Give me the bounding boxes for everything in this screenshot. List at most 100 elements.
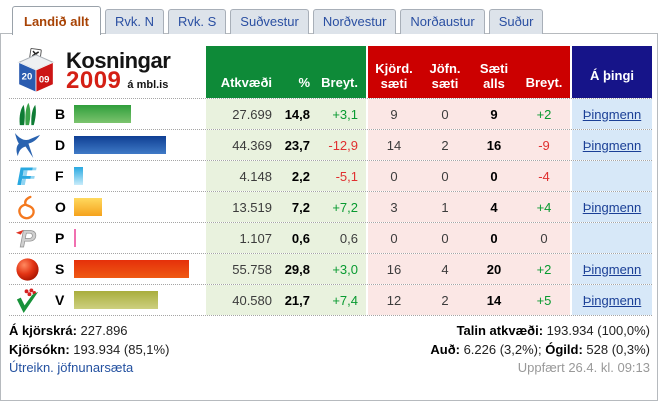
party-vote-bar bbox=[74, 260, 189, 278]
table-row: P P 1.107 0,6 0,6 0 0 0 0 bbox=[9, 223, 652, 254]
parliament-cell bbox=[572, 223, 652, 253]
vinstri-graen-logo bbox=[12, 286, 42, 314]
votes-value: 44.369 bbox=[206, 130, 278, 160]
seats-change-value: +2 bbox=[518, 254, 570, 284]
percent-change-value: +3,0 bbox=[320, 254, 366, 284]
thingmenn-link[interactable]: Þingmenn bbox=[582, 261, 642, 277]
seats-change-value: +2 bbox=[518, 99, 570, 129]
district-seats-value: 9 bbox=[368, 99, 420, 129]
percent-value: 2,2 bbox=[278, 161, 320, 191]
party-letter: B bbox=[55, 106, 66, 122]
equalization-seats-value: 0 bbox=[420, 161, 470, 191]
samfylkingin-logo bbox=[12, 255, 42, 283]
seats-change-value: 0 bbox=[518, 223, 570, 253]
equalization-seats-value: 2 bbox=[420, 285, 470, 315]
registry-line: Á kjörskrá: 227.896 bbox=[9, 323, 128, 338]
party-vote-bar bbox=[74, 229, 76, 247]
percent-value: 7,2 bbox=[278, 192, 320, 222]
table-row: O 13.519 7,2 +7,2 3 1 4 +4 Þingmenn bbox=[9, 192, 652, 223]
party-cell: S bbox=[9, 254, 206, 284]
results-panel: 20 09 Kosningar 2009 á mbl.is Atkvæði % B… bbox=[0, 33, 658, 401]
header-votes: Atkvæði bbox=[206, 46, 278, 98]
tab-landid-allt[interactable]: Landið allt bbox=[12, 6, 101, 35]
sjalfstaedisflokkur-falcon-logo bbox=[12, 131, 42, 159]
turnout-line: Kjörsókn: 193.934 (85,1%) bbox=[9, 341, 170, 357]
party-cell: P P bbox=[9, 223, 206, 253]
tab-sudvestur[interactable]: Suðvestur bbox=[230, 9, 309, 34]
tab-nordvestur[interactable]: Norðvestur bbox=[312, 9, 397, 34]
seats-total-value: 16 bbox=[470, 130, 518, 160]
footer-right: Talin atkvæði: 193.934 (100,0%) Auð: 6.2… bbox=[430, 322, 650, 378]
equalization-seats-value: 0 bbox=[420, 223, 470, 253]
updated-timestamp: Uppfært 26.4. kl. 09:13 bbox=[517, 360, 650, 375]
kosningar-logo: 20 09 Kosningar 2009 á mbl.is bbox=[9, 46, 206, 98]
header-seats-total: Sæti alls bbox=[470, 46, 518, 98]
thingmenn-link[interactable]: Þingmenn bbox=[582, 199, 642, 215]
seats-total-value: 9 bbox=[470, 99, 518, 129]
district-seats-value: 0 bbox=[368, 161, 420, 191]
party-cell: B bbox=[9, 99, 206, 129]
svg-text:09: 09 bbox=[39, 75, 50, 86]
parliament-cell: Þingmenn bbox=[572, 254, 652, 284]
table-row: B 27.699 14,8 +3,1 9 0 9 +2 Þingmenn bbox=[9, 99, 652, 130]
thingmenn-link[interactable]: Þingmenn bbox=[582, 106, 642, 122]
percent-change-value: +3,1 bbox=[320, 99, 366, 129]
counted-line: Talin atkvæði: 193.934 (100,0%) bbox=[456, 323, 650, 338]
party-vote-bar bbox=[74, 167, 83, 185]
tab-rvk-s[interactable]: Rvk. S bbox=[168, 9, 227, 34]
summary-footer: Á kjörskrá: 227.896 Kjörsókn: 193.934 (8… bbox=[9, 322, 650, 378]
votes-value: 4.148 bbox=[206, 161, 278, 191]
percent-value: 14,8 bbox=[278, 99, 320, 129]
votes-value: 27.699 bbox=[206, 99, 278, 129]
seats-change-value: +4 bbox=[518, 192, 570, 222]
seats-change-value: +5 bbox=[518, 285, 570, 315]
header-equalization-seats: Jöfn. sæti bbox=[420, 46, 470, 98]
seats-total-value: 0 bbox=[470, 223, 518, 253]
header-seats-change: Breyt. bbox=[518, 46, 570, 98]
equalization-seats-value: 0 bbox=[420, 99, 470, 129]
percent-change-value: -5,1 bbox=[320, 161, 366, 191]
equalization-seats-value: 1 bbox=[420, 192, 470, 222]
table-row: D 44.369 23,7 -12,9 14 2 16 -9 Þingmenn bbox=[9, 130, 652, 161]
party-letter: O bbox=[55, 199, 66, 215]
footer-left: Á kjörskrá: 227.896 Kjörsókn: 193.934 (8… bbox=[9, 322, 169, 378]
seats-change-value: -4 bbox=[518, 161, 570, 191]
thingmenn-link[interactable]: Þingmenn bbox=[582, 137, 642, 153]
equalization-seats-value: 2 bbox=[420, 130, 470, 160]
svg-text:F: F bbox=[16, 163, 32, 190]
svg-text:P: P bbox=[19, 226, 36, 252]
p-listi-logo: P bbox=[12, 224, 42, 252]
seats-change-value: -9 bbox=[518, 130, 570, 160]
party-letter: P bbox=[55, 230, 65, 246]
svg-text:20: 20 bbox=[22, 72, 33, 83]
parliament-cell: Þingmenn bbox=[572, 130, 652, 160]
equalization-calc-link[interactable]: Útreikn. jöfnunarsæta bbox=[9, 360, 134, 375]
party-vote-bar bbox=[74, 136, 166, 154]
header-district-seats: Kjörd. sæti bbox=[368, 46, 420, 98]
parliament-cell bbox=[572, 161, 652, 191]
party-cell: D bbox=[9, 130, 206, 160]
tab-sudur[interactable]: Suður bbox=[488, 9, 544, 34]
logo-title: Kosningar bbox=[66, 48, 171, 73]
percent-change-value: 0,6 bbox=[320, 223, 366, 253]
region-tabbar: Landið allt Rvk. N Rvk. S Suðvestur Norðvest… bbox=[0, 0, 659, 35]
tab-nordaustur[interactable]: Norðaustur bbox=[400, 9, 485, 34]
thingmenn-link[interactable]: Þingmenn bbox=[582, 292, 642, 308]
logo-year: 2009 bbox=[66, 67, 122, 94]
tab-rvk-n[interactable]: Rvk. N bbox=[105, 9, 164, 34]
district-seats-value: 12 bbox=[368, 285, 420, 315]
district-seats-value: 0 bbox=[368, 223, 420, 253]
parliament-cell: Þingmenn bbox=[572, 99, 652, 129]
percent-change-value: -12,9 bbox=[320, 130, 366, 160]
results-table: 20 09 Kosningar 2009 á mbl.is Atkvæði % B… bbox=[9, 46, 652, 316]
header-percent: % bbox=[278, 46, 320, 98]
party-vote-bar bbox=[74, 198, 102, 216]
party-letter: D bbox=[55, 137, 66, 153]
framsokn-logo bbox=[12, 100, 42, 128]
votes-value: 1.107 bbox=[206, 223, 278, 253]
percent-value: 23,7 bbox=[278, 130, 320, 160]
parliament-cell: Þingmenn bbox=[572, 192, 652, 222]
